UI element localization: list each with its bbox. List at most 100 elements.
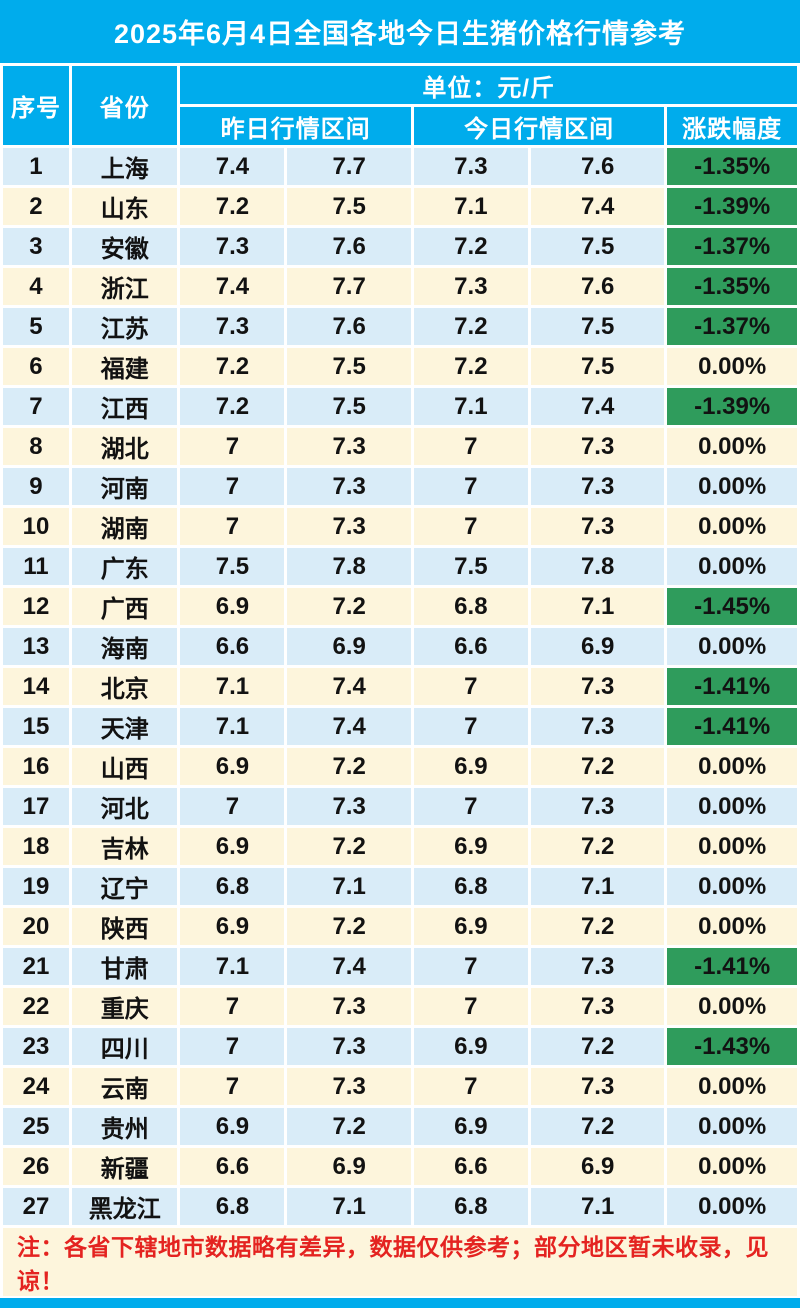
row-index-cell: 22 bbox=[3, 988, 69, 1025]
today-low-cell: 6.9 bbox=[413, 828, 528, 865]
row-index-cell: 18 bbox=[3, 828, 69, 865]
today-high-cell: 7.6 bbox=[530, 148, 665, 185]
yesterday-high-cell: 7.6 bbox=[287, 308, 411, 345]
today-high-cell: 6.9 bbox=[530, 1148, 665, 1185]
yesterday-high-cell: 7.3 bbox=[287, 508, 411, 545]
today-high-cell: 7.3 bbox=[530, 708, 665, 745]
table-row: 16 山西 6.9 7.2 6.9 7.2 0.00% bbox=[3, 748, 797, 785]
today-low-cell: 7.3 bbox=[413, 268, 528, 305]
yesterday-high-cell: 7.1 bbox=[287, 1188, 411, 1225]
change-percent-cell: 0.00% bbox=[667, 908, 797, 945]
yesterday-low-cell: 7 bbox=[180, 468, 285, 505]
today-high-cell: 6.9 bbox=[530, 628, 665, 665]
province-cell: 新疆 bbox=[71, 1148, 178, 1185]
province-cell: 山西 bbox=[71, 748, 178, 785]
row-index-cell: 14 bbox=[3, 668, 69, 705]
today-high-cell: 7.2 bbox=[530, 828, 665, 865]
yesterday-low-cell: 7.2 bbox=[180, 348, 285, 385]
table-row: 12 广西 6.9 7.2 6.8 7.1 -1.45% bbox=[3, 588, 797, 625]
yesterday-low-cell: 7.3 bbox=[180, 308, 285, 345]
yesterday-high-cell: 7.4 bbox=[287, 948, 411, 985]
change-percent-cell: 0.00% bbox=[667, 508, 797, 545]
table-row: 5 江苏 7.3 7.6 7.2 7.5 -1.37% bbox=[3, 308, 797, 345]
province-cell: 北京 bbox=[71, 668, 178, 705]
footnote: 注：各省下辖地市数据略有差异，数据仅供参考；部分地区暂未收录，见谅！ bbox=[3, 1228, 797, 1296]
today-low-cell: 7 bbox=[413, 1068, 528, 1105]
table-row: 27 黑龙江 6.8 7.1 6.8 7.1 0.00% bbox=[3, 1188, 797, 1225]
today-low-cell: 6.8 bbox=[413, 588, 528, 625]
province-cell: 安徽 bbox=[71, 228, 178, 265]
province-cell: 湖南 bbox=[71, 508, 178, 545]
province-cell: 湖北 bbox=[71, 428, 178, 465]
yesterday-high-cell: 7.3 bbox=[287, 1068, 411, 1105]
province-cell: 四川 bbox=[71, 1028, 178, 1065]
today-low-cell: 7.1 bbox=[413, 188, 528, 225]
table-row: 25 贵州 6.9 7.2 6.9 7.2 0.00% bbox=[3, 1108, 797, 1145]
row-index-cell: 24 bbox=[3, 1068, 69, 1105]
col-header-province: 省份 bbox=[71, 66, 178, 145]
yesterday-low-cell: 6.9 bbox=[180, 828, 285, 865]
yesterday-low-cell: 7.4 bbox=[180, 148, 285, 185]
yesterday-low-cell: 7.2 bbox=[180, 188, 285, 225]
today-low-cell: 6.8 bbox=[413, 1188, 528, 1225]
yesterday-high-cell: 7.6 bbox=[287, 228, 411, 265]
yesterday-high-cell: 7.8 bbox=[287, 548, 411, 585]
province-cell: 山东 bbox=[71, 188, 178, 225]
today-high-cell: 7.3 bbox=[530, 508, 665, 545]
row-index-cell: 12 bbox=[3, 588, 69, 625]
yesterday-low-cell: 6.8 bbox=[180, 1188, 285, 1225]
change-percent-cell: -1.41% bbox=[667, 668, 797, 705]
province-cell: 黑龙江 bbox=[71, 1188, 178, 1225]
change-percent-cell: 0.00% bbox=[667, 428, 797, 465]
row-index-cell: 5 bbox=[3, 308, 69, 345]
yesterday-low-cell: 7 bbox=[180, 788, 285, 825]
table-row: 20 陕西 6.9 7.2 6.9 7.2 0.00% bbox=[3, 908, 797, 945]
yesterday-low-cell: 6.9 bbox=[180, 1108, 285, 1145]
yesterday-high-cell: 7.2 bbox=[287, 908, 411, 945]
today-low-cell: 7 bbox=[413, 668, 528, 705]
yesterday-low-cell: 7 bbox=[180, 1068, 285, 1105]
province-cell: 江苏 bbox=[71, 308, 178, 345]
col-header-index: 序号 bbox=[3, 66, 69, 145]
yesterday-low-cell: 6.9 bbox=[180, 588, 285, 625]
today-low-cell: 7.2 bbox=[413, 228, 528, 265]
today-high-cell: 7.3 bbox=[530, 428, 665, 465]
row-index-cell: 25 bbox=[3, 1108, 69, 1145]
today-high-cell: 7.5 bbox=[530, 308, 665, 345]
price-table: 序号 省份 单位：元/斤 昨日行情区间 今日行情区间 涨跌幅度 1 上海 7.4 7.… bbox=[0, 63, 800, 1228]
today-high-cell: 7.3 bbox=[530, 788, 665, 825]
table-row: 24 云南 7 7.3 7 7.3 0.00% bbox=[3, 1068, 797, 1105]
table-row: 23 四川 7 7.3 6.9 7.2 -1.43% bbox=[3, 1028, 797, 1065]
change-percent-cell: 0.00% bbox=[667, 548, 797, 585]
row-index-cell: 7 bbox=[3, 388, 69, 425]
change-percent-cell: 0.00% bbox=[667, 1068, 797, 1105]
table-row: 11 广东 7.5 7.8 7.5 7.8 0.00% bbox=[3, 548, 797, 585]
yesterday-low-cell: 6.9 bbox=[180, 908, 285, 945]
table-header: 序号 省份 单位：元/斤 昨日行情区间 今日行情区间 涨跌幅度 bbox=[3, 66, 797, 145]
yesterday-high-cell: 7.4 bbox=[287, 668, 411, 705]
today-high-cell: 7.3 bbox=[530, 948, 665, 985]
today-low-cell: 7 bbox=[413, 948, 528, 985]
table-row: 1 上海 7.4 7.7 7.3 7.6 -1.35% bbox=[3, 148, 797, 185]
row-index-cell: 4 bbox=[3, 268, 69, 305]
yesterday-high-cell: 7.3 bbox=[287, 988, 411, 1025]
table-row: 13 海南 6.6 6.9 6.6 6.9 0.00% bbox=[3, 628, 797, 665]
yesterday-low-cell: 6.9 bbox=[180, 748, 285, 785]
row-index-cell: 17 bbox=[3, 788, 69, 825]
today-low-cell: 6.6 bbox=[413, 1148, 528, 1185]
today-high-cell: 7.1 bbox=[530, 868, 665, 905]
table-row: 26 新疆 6.6 6.9 6.6 6.9 0.00% bbox=[3, 1148, 797, 1185]
province-cell: 云南 bbox=[71, 1068, 178, 1105]
row-index-cell: 26 bbox=[3, 1148, 69, 1185]
row-index-cell: 27 bbox=[3, 1188, 69, 1225]
change-percent-cell: -1.35% bbox=[667, 148, 797, 185]
row-index-cell: 2 bbox=[3, 188, 69, 225]
table-row: 21 甘肃 7.1 7.4 7 7.3 -1.41% bbox=[3, 948, 797, 985]
yesterday-high-cell: 7.4 bbox=[287, 708, 411, 745]
province-cell: 吉林 bbox=[71, 828, 178, 865]
row-index-cell: 19 bbox=[3, 868, 69, 905]
table-row: 18 吉林 6.9 7.2 6.9 7.2 0.00% bbox=[3, 828, 797, 865]
yesterday-low-cell: 7.4 bbox=[180, 268, 285, 305]
today-low-cell: 6.9 bbox=[413, 748, 528, 785]
yesterday-low-cell: 7.2 bbox=[180, 388, 285, 425]
